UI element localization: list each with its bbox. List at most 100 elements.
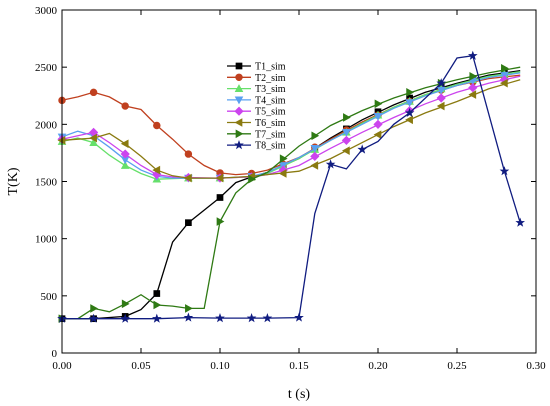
y-tick-label: 3000 <box>35 5 58 17</box>
series-line <box>62 54 521 320</box>
data-point <box>294 312 304 322</box>
data-point <box>152 165 161 175</box>
legend-swatch-marker <box>234 84 244 92</box>
data-point <box>185 304 193 313</box>
data-point <box>405 99 414 108</box>
data-point <box>216 194 224 201</box>
x-tick-label: 0.05 <box>131 360 151 372</box>
data-point <box>89 88 98 97</box>
y-tick-label: 2000 <box>35 119 58 131</box>
legend-label: T3_sim <box>255 84 286 95</box>
data-point <box>121 299 130 309</box>
legend-item-t4_sim: T4_sim <box>227 95 286 106</box>
data-point <box>279 154 288 163</box>
legend-label: T7_sim <box>255 129 286 140</box>
legend-item-t5_sim: T5_sim <box>227 106 286 118</box>
series-lines <box>57 50 526 324</box>
data-point <box>183 312 194 322</box>
legend: T1_simT2_simT3_simT4_simT5_simT6_simT7_s… <box>227 62 286 152</box>
data-point <box>262 313 273 323</box>
series-t8_sim <box>57 50 526 323</box>
data-point <box>499 166 510 176</box>
x-tick-label: 0.25 <box>447 360 467 372</box>
data-point <box>89 133 97 143</box>
data-point <box>436 86 446 95</box>
legend-swatch-marker <box>234 106 244 116</box>
data-point <box>153 290 161 297</box>
data-point <box>310 161 319 170</box>
legend-swatch-marker <box>234 118 243 127</box>
x-axis-title: t (s) <box>288 387 311 402</box>
legend-swatch-marker <box>235 129 244 139</box>
x-tick-label: 0.15 <box>289 360 309 372</box>
data-point <box>153 300 162 310</box>
data-point <box>499 78 508 88</box>
data-point <box>469 72 478 81</box>
data-point <box>342 128 351 137</box>
data-point <box>246 313 257 323</box>
x-tick-label: 0.30 <box>526 360 546 372</box>
data-point <box>468 90 477 99</box>
x-tick-label: 0.10 <box>210 360 230 372</box>
x-tick-label: 0.00 <box>52 360 72 372</box>
data-point <box>436 101 445 111</box>
y-axis-title: T(K) <box>6 167 21 195</box>
data-point <box>88 313 99 323</box>
series-line <box>61 74 521 176</box>
legend-label: T2_sim <box>255 73 286 84</box>
series-line <box>61 79 521 179</box>
x-tick-label: 0.20 <box>368 360 388 372</box>
data-point <box>467 50 478 60</box>
data-point <box>183 173 192 183</box>
series-t7_sim <box>58 64 521 324</box>
y-tick-label: 2500 <box>35 62 58 74</box>
series-line <box>62 69 521 320</box>
plot-area-frame <box>61 9 537 354</box>
data-point <box>436 78 447 88</box>
legend-item-t7_sim: T7_sim <box>227 129 286 140</box>
data-point <box>341 146 350 155</box>
data-point <box>436 93 446 103</box>
data-point <box>373 119 383 129</box>
data-point <box>120 161 130 169</box>
data-point <box>120 313 131 323</box>
data-point <box>248 174 257 184</box>
data-point <box>515 217 526 227</box>
legend-label: T1_sim <box>255 62 286 73</box>
legend-swatch-marker <box>234 96 244 105</box>
data-point <box>216 217 225 226</box>
series-line <box>62 66 521 320</box>
data-point <box>341 135 352 145</box>
legend-item-t2_sim: T2_sim <box>227 73 286 84</box>
data-point <box>310 151 320 161</box>
legend-label: T6_sim <box>255 118 286 129</box>
data-point <box>215 173 224 183</box>
y-tick-label: 1000 <box>35 234 58 246</box>
legend-item-t1_sim: T1_sim <box>227 62 286 73</box>
legend-item-t3_sim: T3_sim <box>227 84 286 95</box>
data-point <box>343 113 351 122</box>
data-point <box>185 219 192 226</box>
data-point <box>357 144 368 154</box>
data-point <box>184 150 193 158</box>
legend-label: T4_sim <box>255 95 286 106</box>
data-point <box>374 99 383 109</box>
data-point <box>311 131 320 141</box>
data-point <box>404 107 415 117</box>
data-point <box>278 169 287 178</box>
data-point <box>153 121 161 130</box>
data-point <box>373 112 383 121</box>
data-point <box>373 130 382 139</box>
data-point <box>215 313 225 323</box>
y-tick-label: 0 <box>52 348 58 360</box>
y-tick-label: 1500 <box>35 177 58 189</box>
data-point <box>468 83 478 93</box>
legend-label: T5_sim <box>255 107 286 118</box>
data-point <box>90 304 99 313</box>
data-point <box>89 138 98 146</box>
legend-swatch-marker <box>234 140 244 150</box>
data-point <box>151 313 162 323</box>
legend-item-t8_sim: T8_sim <box>227 140 286 152</box>
data-point <box>310 145 320 153</box>
